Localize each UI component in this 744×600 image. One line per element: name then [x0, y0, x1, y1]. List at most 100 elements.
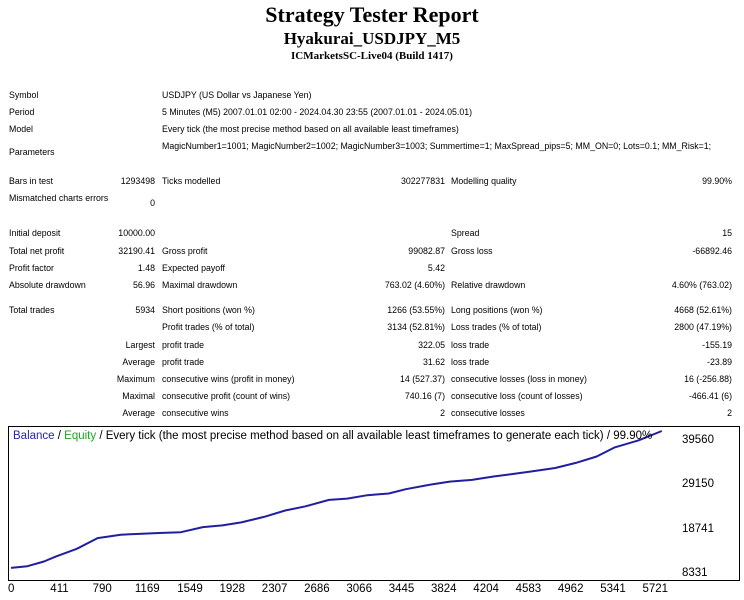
mismatch-label: Mismatched charts errors [9, 193, 109, 203]
x-tick-label: 1549 [177, 583, 203, 595]
short-positions-value: 1266 (53.55%) [387, 305, 445, 315]
x-tick-label: 4962 [557, 583, 584, 595]
average-loss-value: -23.89 [707, 357, 732, 367]
max-drawdown-value: 763.02 (4.60%) [384, 280, 445, 290]
largest-label: Largest [125, 340, 155, 350]
max-cons-wins-label: consecutive wins (profit in money) [162, 374, 295, 384]
expected-payoff-label: Expected payoff [162, 263, 225, 273]
x-tick-label: 3445 [388, 583, 415, 595]
x-tick-label: 2686 [304, 583, 330, 595]
mismatch-value: 0 [150, 198, 155, 208]
maximum-label: Maximum [116, 374, 155, 384]
model-value: Every tick (the most precise method base… [162, 124, 459, 134]
gross-loss-label: Gross loss [451, 246, 493, 256]
balance-chart: Balance / Equity / Every tick (the most … [8, 426, 740, 598]
period-label: Period [9, 107, 35, 117]
symbol-label: Symbol [9, 90, 39, 100]
report-title: Strategy Tester Report [265, 2, 479, 27]
quality-label: Modelling quality [451, 176, 517, 186]
x-tick-label: 4204 [473, 583, 499, 595]
expert-name: Hyakurai_USDJPY_M5 [283, 29, 461, 48]
long-positions-label: Long positions (won %) [451, 305, 543, 315]
net-profit-value: 32190.41 [118, 246, 155, 256]
avg-cons-wins-value: 2 [440, 408, 445, 418]
max-cons-losses-value: 16 (-256.88) [684, 374, 732, 384]
x-tick-label: 411 [50, 583, 69, 595]
initial-deposit-value: 10000.00 [118, 228, 155, 238]
caption-model: / Every tick (the most precise method ba… [96, 430, 653, 442]
short-positions-label: Short positions (won %) [162, 305, 255, 315]
largest-profit-label: profit trade [162, 340, 205, 350]
rel-drawdown-label: Relative drawdown [451, 280, 526, 290]
caption-separator: / [54, 430, 65, 442]
y-tick-label: 29150 [682, 478, 714, 491]
x-tick-label: 3824 [431, 583, 457, 595]
x-tick-label: 4583 [515, 583, 542, 595]
gross-profit-value: 99082.87 [408, 246, 445, 256]
maximal-cons-profit-value: 740.16 (7) [404, 391, 445, 401]
x-tick-label: 2307 [261, 583, 288, 595]
x-tick-label: 0 [8, 583, 15, 595]
initial-deposit-label: Initial deposit [9, 228, 61, 238]
balance-line [10, 430, 663, 569]
spread-label: Spread [451, 228, 480, 238]
net-profit-label: Total net profit [9, 246, 65, 256]
max-cons-losses-label: consecutive losses (loss in money) [451, 374, 587, 384]
gross-profit-label: Gross profit [162, 246, 208, 256]
maximal-cons-profit-label: consecutive profit (count of wins) [162, 391, 291, 401]
max-cons-wins-value: 14 (527.37) [400, 374, 445, 384]
x-tick-label: 5341 [600, 583, 626, 595]
x-tick-label: 790 [92, 583, 112, 595]
bars-value: 1293498 [120, 176, 155, 186]
rel-drawdown-value: 4.60% (763.02) [671, 280, 732, 290]
period-value: 5 Minutes (M5) 2007.01.01 02:00 - 2024.0… [162, 107, 473, 117]
parameters-label: Parameters [9, 147, 55, 157]
average-label: Average [122, 357, 155, 367]
y-tick-label: 18741 [682, 522, 714, 535]
total-trades-value: 5934 [135, 305, 155, 315]
x-tick-label: 1169 [134, 583, 160, 595]
profit-factor-label: Profit factor [9, 263, 54, 273]
largest-loss-value: -155.19 [702, 340, 732, 350]
symbol-value: USDJPY (US Dollar vs Japanese Yen) [162, 90, 312, 100]
abs-drawdown-label: Absolute drawdown [9, 280, 86, 290]
spread-value: 15 [722, 228, 732, 238]
bars-label: Bars in test [9, 176, 54, 186]
average-loss-label: loss trade [451, 357, 490, 367]
max-drawdown-label: Maximal drawdown [162, 280, 238, 290]
long-positions-value: 4668 (52.61%) [674, 305, 732, 315]
quality-value: 99.90% [702, 176, 732, 186]
gross-loss-value: -66892.46 [692, 246, 732, 256]
model-label: Model [9, 124, 33, 134]
average-profit-value: 31.62 [422, 357, 445, 367]
maximal-cons-loss-label: consecutive loss (count of losses) [451, 391, 583, 401]
avg-cons-wins-label: consecutive wins [162, 408, 229, 418]
caption-equity: Equity [64, 430, 97, 442]
x-tick-label: 5721 [642, 583, 669, 595]
loss-trades-value: 2800 (47.19%) [674, 322, 732, 332]
profit-trades-value: 3134 (52.81%) [387, 322, 445, 332]
y-tick-label: 39560 [682, 434, 714, 447]
loss-trades-label: Loss trades (% of total) [451, 322, 542, 332]
chart-caption: Balance / Equity / Every tick (the most … [13, 430, 652, 442]
total-trades-label: Total trades [9, 305, 55, 315]
chart-plot [10, 430, 663, 569]
x-tick-label: 1928 [219, 583, 246, 595]
largest-loss-label: loss trade [451, 340, 490, 350]
expected-payoff-value: 5.42 [427, 263, 445, 273]
avg-cons-losses-label: consecutive losses [451, 408, 525, 418]
profit-factor-value: 1.48 [137, 263, 155, 273]
average-profit-label: profit trade [162, 357, 205, 367]
ticks-value: 302277831 [400, 176, 445, 186]
maximal-cons-loss-value: -466.41 (6) [688, 391, 732, 401]
caption-balance: Balance [13, 430, 55, 442]
largest-profit-value: 322.05 [418, 340, 445, 350]
parameters-value: MagicNumber1=1001; MagicNumber2=1002; Ma… [162, 141, 712, 151]
x-tick-label: 3066 [346, 583, 372, 595]
average-consecutive-label: Average [122, 408, 155, 418]
avg-cons-losses-value: 2 [727, 408, 732, 418]
server-build: ICMarketsSC-Live04 (Build 1417) [291, 50, 453, 62]
maximal-label: Maximal [122, 391, 155, 401]
abs-drawdown-value: 56.96 [132, 280, 155, 290]
profit-trades-label: Profit trades (% of total) [162, 322, 255, 332]
